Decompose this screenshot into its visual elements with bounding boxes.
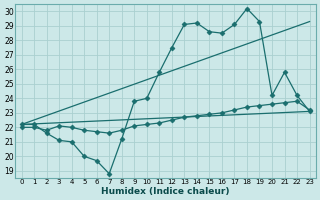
X-axis label: Humidex (Indice chaleur): Humidex (Indice chaleur) (101, 187, 230, 196)
